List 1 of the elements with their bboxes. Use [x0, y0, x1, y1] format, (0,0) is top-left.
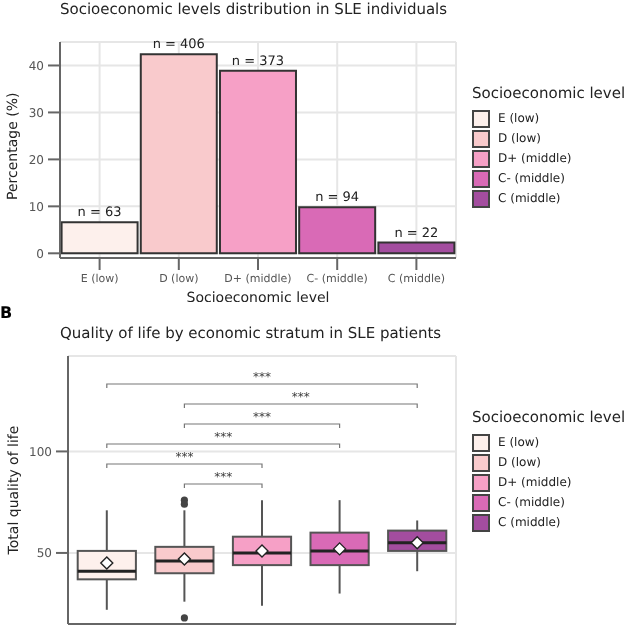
- text: B: [0, 304, 15, 324]
